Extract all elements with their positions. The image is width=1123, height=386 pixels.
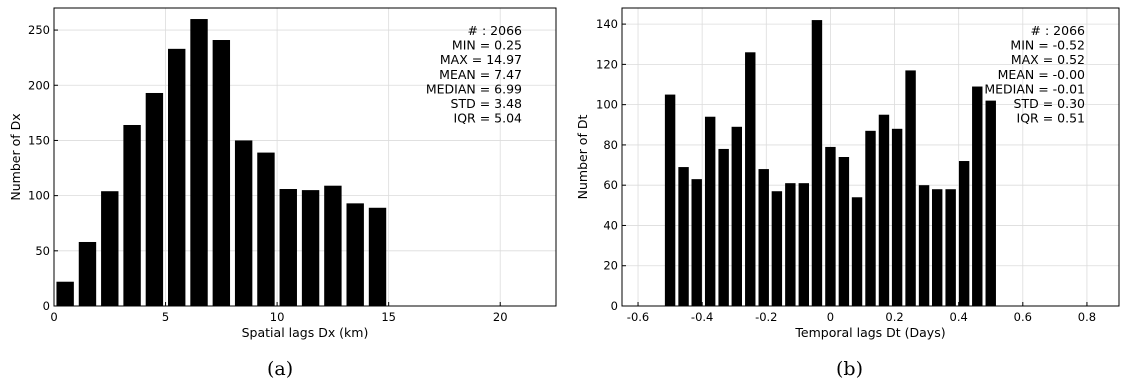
stats-line: MAX = 0.52 (1011, 52, 1085, 67)
bar (918, 185, 930, 306)
bar (257, 152, 275, 306)
bar (958, 161, 970, 306)
y-tick-label: 40 (603, 218, 618, 232)
bar (731, 126, 743, 306)
x-tick-label: 0.8 (1078, 310, 1096, 324)
bar (145, 92, 164, 306)
bar (301, 190, 320, 306)
bar (931, 189, 943, 306)
y-tick-label: 50 (35, 244, 50, 258)
bar (279, 189, 297, 306)
bar (825, 146, 836, 306)
stats-line: STD = 0.30 (1014, 96, 1085, 111)
stats-line: IQR = 0.51 (1017, 111, 1085, 126)
x-tick-label: 10 (270, 310, 285, 324)
stats-line: MIN = 0.25 (452, 38, 522, 53)
bar (905, 70, 916, 307)
stats-line: STD = 3.48 (451, 96, 522, 111)
bar (56, 281, 74, 306)
x-tick-label: 0.4 (950, 310, 968, 324)
x-tick-label: -0.2 (755, 310, 777, 324)
bar (691, 179, 702, 306)
bar (212, 40, 231, 306)
x-axis-label: Spatial lags Dx (km) (242, 325, 369, 340)
bar (771, 191, 783, 306)
x-tick-label: 15 (381, 310, 396, 324)
y-tick-label: 60 (603, 178, 618, 192)
bar (945, 189, 956, 306)
bar (168, 48, 186, 306)
bar (704, 116, 716, 306)
y-tick-label: 150 (28, 133, 50, 147)
bar (891, 128, 903, 306)
x-tick-label: 0 (827, 310, 834, 324)
axes-frame (621, 7, 1120, 307)
bar (234, 140, 253, 306)
axes-frame (53, 7, 557, 307)
bar (190, 19, 208, 306)
x-tick-label: -0.4 (691, 310, 713, 324)
stats-line: MEAN = 7.47 (439, 67, 522, 82)
bar (123, 124, 141, 307)
y-tick-label: 20 (603, 259, 618, 273)
bar (718, 148, 729, 306)
x-tick-label: 0.6 (1014, 310, 1032, 324)
stats-line: # : 2066 (468, 23, 522, 38)
stats-line: MEDIAN = 6.99 (426, 81, 522, 96)
y-tick-label: 0 (43, 299, 50, 313)
bar (798, 183, 810, 306)
caption-b: (b) (836, 358, 863, 380)
bar (346, 203, 364, 306)
bar (78, 241, 97, 306)
stats-line: MEDIAN = -0.01 (984, 81, 1085, 96)
y-axis-label: Number of Dx (8, 113, 23, 200)
bar (851, 197, 863, 306)
stats-line: IQR = 5.04 (454, 111, 523, 126)
stats-line: # : 2066 (1031, 23, 1085, 38)
bar (101, 191, 119, 306)
bar (811, 20, 823, 306)
x-tick-label: 0 (50, 310, 57, 324)
bar (745, 52, 756, 306)
bar (985, 100, 996, 307)
x-tick-label: 0.2 (885, 310, 903, 324)
x-tick-label: -0.6 (627, 310, 649, 324)
y-tick-label: 100 (596, 98, 618, 112)
bar (324, 185, 342, 306)
bar (878, 114, 890, 306)
bar (758, 169, 769, 306)
chart-b: -0.6 -0.4 -0.2 0 0.2 0.4 0.6 0.8 0 20 40 60 80 100 120… (575, 7, 1120, 340)
bar (664, 94, 676, 306)
x-tick-label: 20 (493, 310, 508, 324)
x-axis-label: Temporal lags Dt (Days) (794, 325, 945, 340)
x-tick-label: 5 (162, 310, 169, 324)
y-tick-label: 0 (611, 299, 618, 313)
y-tick-label: 250 (28, 23, 50, 37)
bar (678, 167, 689, 306)
caption-a: (a) (267, 358, 294, 380)
stats-line: MAX = 14.97 (440, 52, 522, 67)
bar (368, 207, 387, 306)
bar (865, 130, 876, 306)
y-axis-label: Number of Dt (575, 115, 590, 200)
bar (785, 183, 796, 306)
bar (972, 86, 983, 306)
y-tick-label: 140 (596, 17, 618, 31)
y-tick-label: 200 (28, 78, 50, 92)
stats-line: MIN = -0.52 (1010, 38, 1085, 53)
y-tick-label: 120 (596, 57, 618, 71)
y-tick-label: 80 (603, 138, 618, 152)
bar (838, 157, 850, 306)
stats-line: MEAN = -0.00 (998, 67, 1085, 82)
y-tick-label: 100 (28, 189, 50, 203)
